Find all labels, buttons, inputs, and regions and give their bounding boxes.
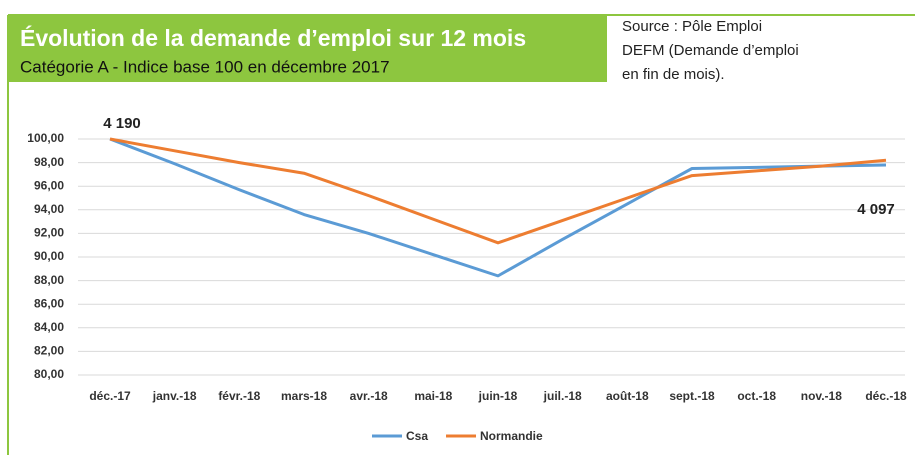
y-tick-label: 94,00	[34, 202, 64, 216]
y-tick-label: 98,00	[34, 155, 64, 169]
x-tick-label: juin-18	[478, 389, 518, 403]
x-tick-label: mai-18	[414, 389, 452, 403]
y-tick-label: 88,00	[34, 273, 64, 287]
annotation: 4 190	[103, 115, 141, 132]
x-tick-label: juil.-18	[543, 389, 582, 403]
line-series	[109, 137, 887, 245]
source: en fin de mois).	[622, 66, 725, 83]
y-tick-label: 96,00	[34, 178, 64, 192]
y-tick-label: 80,00	[34, 367, 64, 381]
source: DEFM (Demande d’emploi	[622, 42, 799, 59]
x-tick-label: oct.-18	[737, 389, 776, 403]
x-tick-label: févr.-18	[218, 389, 260, 403]
y-tick-label: 90,00	[34, 249, 64, 263]
x-tick-label: avr.-18	[350, 389, 388, 403]
title-box	[8, 15, 607, 82]
chart-title: Évolution de la demande d’emploi sur 12 …	[20, 24, 526, 51]
y-tick-label: 92,00	[34, 226, 64, 240]
source: Source : Pôle Emploi	[622, 18, 762, 35]
line-series	[109, 137, 887, 278]
annotation: 4 097	[857, 201, 895, 218]
x-tick-label: nov.-18	[801, 389, 842, 403]
y-tick-label: 84,00	[34, 320, 64, 334]
y-tick-label: 100,00	[27, 131, 64, 145]
x-tick-label: mars-18	[281, 389, 327, 403]
y-tick-label: 82,00	[34, 344, 64, 358]
y-tick-label: 86,00	[34, 296, 64, 310]
x-tick-label: janv.-18	[152, 389, 197, 403]
x-tick-label: déc.-17	[89, 389, 131, 403]
x-tick-label: août-18	[606, 389, 649, 403]
legend-label: Normandie	[480, 429, 543, 443]
chart-subtitle: Catégorie A - Indice base 100 en décembr…	[20, 57, 390, 76]
legend-label: Csa	[406, 429, 428, 443]
x-tick-label: sept.-18	[669, 389, 715, 403]
x-tick-label: déc.-18	[865, 389, 907, 403]
